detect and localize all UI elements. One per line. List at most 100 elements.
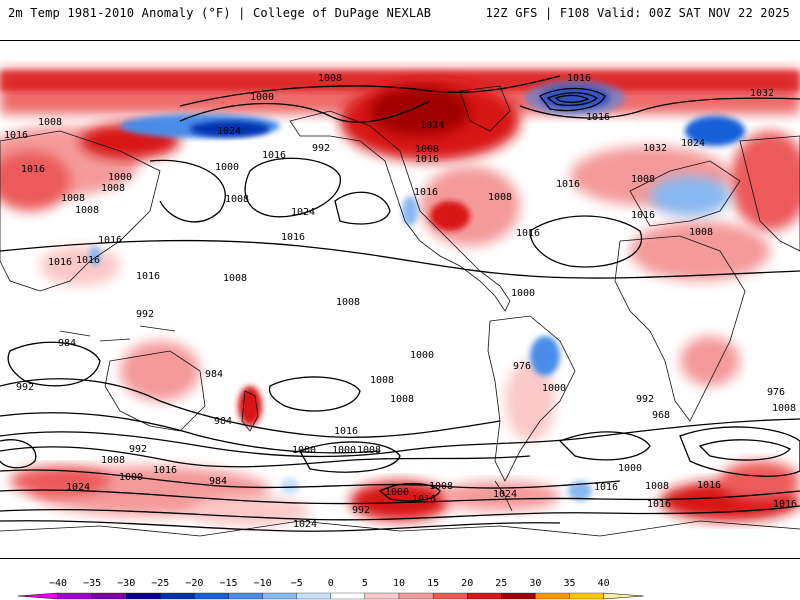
isobar-label: 1008 [38, 117, 62, 128]
colorbar-swatch [160, 592, 195, 600]
isobar-label: 1016 [647, 499, 671, 510]
colorbar-swatch [228, 592, 263, 600]
colorbar-tick-label: −10 [254, 578, 272, 589]
isobar-label: 1008 [390, 394, 414, 405]
anomaly-map: 1008 1016 1000 1008 1016 1032 1016 1024 1032 1024… [0, 40, 800, 559]
colorbar-tick-label: −35 [83, 578, 101, 589]
isobar-label: 1016 [153, 465, 177, 476]
colorbar-tick-label: 35 [563, 578, 575, 589]
isobar-label: 1016 [773, 499, 797, 510]
isobar-label: 1008 [429, 481, 453, 492]
anomaly-shading [0, 69, 800, 526]
colorbar-tick-label: −15 [219, 578, 237, 589]
colorbar-tick-label: −5 [291, 578, 303, 589]
isobar-label: 984 [214, 416, 232, 427]
colorbar-ticks: −40 −35 −30 −25 −20 −15 −10 −5 0 5 10 15 20 25 30 35 40 [49, 578, 610, 589]
isobar-label: 1008 [225, 194, 249, 205]
isobar-label: 1024 [291, 207, 315, 218]
isobar-label: 1000 [410, 350, 434, 361]
isobar-label: 1008 [318, 73, 342, 84]
isobar-label: 1008 [415, 144, 439, 155]
isobar-label: 1016 [412, 494, 436, 505]
isobar-label: 1000 [618, 463, 642, 474]
isobar-label: 1016 [281, 232, 305, 243]
isobar-label: 1032 [643, 143, 667, 154]
isobar-label: 1008 [488, 192, 512, 203]
isobar-label: 992 [636, 394, 654, 405]
isobar-label: 1008 [61, 193, 85, 204]
isobar-label: 1008 [336, 297, 360, 308]
colorbar-swatch [467, 592, 502, 600]
isobar-label: 1016 [21, 164, 45, 175]
colorbar-swatch [91, 592, 127, 600]
colorbar-swatch [126, 592, 161, 600]
isobar-label: 1016 [415, 154, 439, 165]
isobar-label: 1008 [75, 205, 99, 216]
isobar-label: 1000 [215, 162, 239, 173]
colorbar-high-arrow [603, 592, 644, 600]
isobar-label: 1016 [567, 73, 591, 84]
colorbar-swatch [432, 592, 468, 600]
colorbar-tick-label: 30 [529, 578, 541, 589]
isobar-label: 1000 [332, 445, 356, 456]
isobar-label: 1008 [370, 375, 394, 386]
colorbar-swatch [535, 592, 570, 600]
colorbar-tick-label: 10 [393, 578, 405, 589]
isobar-label: 1000 [292, 445, 316, 456]
isobar-label: 1008 [772, 403, 796, 414]
colorbar-tick-label: 25 [495, 578, 507, 589]
isobar-label: 1000 [250, 92, 274, 103]
isobar-label: 1016 [98, 235, 122, 246]
colorbar-swatch [296, 592, 331, 600]
isobar-label: 1008 [101, 455, 125, 466]
isobar-label: 992 [16, 382, 34, 393]
isobar-label: 976 [513, 361, 531, 372]
colorbar-swatch [330, 592, 366, 600]
colorbar-swatch [57, 592, 93, 600]
isobar-label: 1016 [136, 271, 160, 282]
colorbar-swatches [17, 592, 644, 600]
colorbar-tick-label: 15 [427, 578, 439, 589]
isobar-label: 1016 [697, 480, 721, 491]
isobar-label: 992 [129, 444, 147, 455]
colorbar-tick-label: 0 [328, 578, 334, 589]
isobar-label: 1016 [556, 179, 580, 190]
isobar-label: 1024 [293, 519, 317, 530]
isobar-label: 992 [136, 309, 154, 320]
anomaly-colorbar: −40 −35 −30 −25 −20 −15 −10 −5 0 5 10 15 20 25 30 35 40 [17, 578, 644, 600]
colorbar-swatch [398, 592, 434, 600]
isobar-label: 1024 [493, 489, 517, 500]
colorbar-swatch [262, 592, 297, 600]
colorbar-swatch [364, 592, 400, 600]
isobar-label: 1016 [594, 482, 618, 493]
map-title: 2m Temp 1981-2010 Anomaly (°F) | College… [8, 6, 432, 20]
isobar-label: 992 [312, 143, 330, 154]
isobar-label: 1008 [631, 174, 655, 185]
isobar-label: 1032 [750, 88, 774, 99]
isobars [0, 75, 800, 532]
isobar-label: 968 [652, 410, 670, 421]
colorbar-tick-label: 40 [598, 578, 610, 589]
isobar-label: 1000 [108, 172, 132, 183]
coastlines [0, 85, 800, 537]
model-valid-time: 12Z GFS | F108 Valid: 00Z SAT NOV 22 202… [485, 6, 790, 20]
isobar-label: 1000 [385, 487, 409, 498]
isobar-label: 1024 [217, 126, 241, 137]
colorbar-swatch [194, 592, 229, 600]
colorbar-tick-label: −20 [185, 578, 203, 589]
isobar-label: 1008 [101, 183, 125, 194]
isobar-label: 1016 [334, 426, 358, 437]
colorbar-tick-label: −25 [151, 578, 169, 589]
isobar-label: 1024 [681, 138, 705, 149]
isobar-label: 984 [205, 369, 223, 380]
isobar-label: 1016 [262, 150, 286, 161]
colorbar-tick-label: −40 [49, 578, 67, 589]
isobar-label: 984 [58, 338, 76, 349]
isobar-label: 984 [209, 476, 227, 487]
isobar-label: 1016 [586, 112, 610, 123]
isobar-label: 1016 [48, 257, 72, 268]
colorbar-swatch [569, 592, 604, 600]
colorbar-tick-label: 20 [461, 578, 473, 589]
